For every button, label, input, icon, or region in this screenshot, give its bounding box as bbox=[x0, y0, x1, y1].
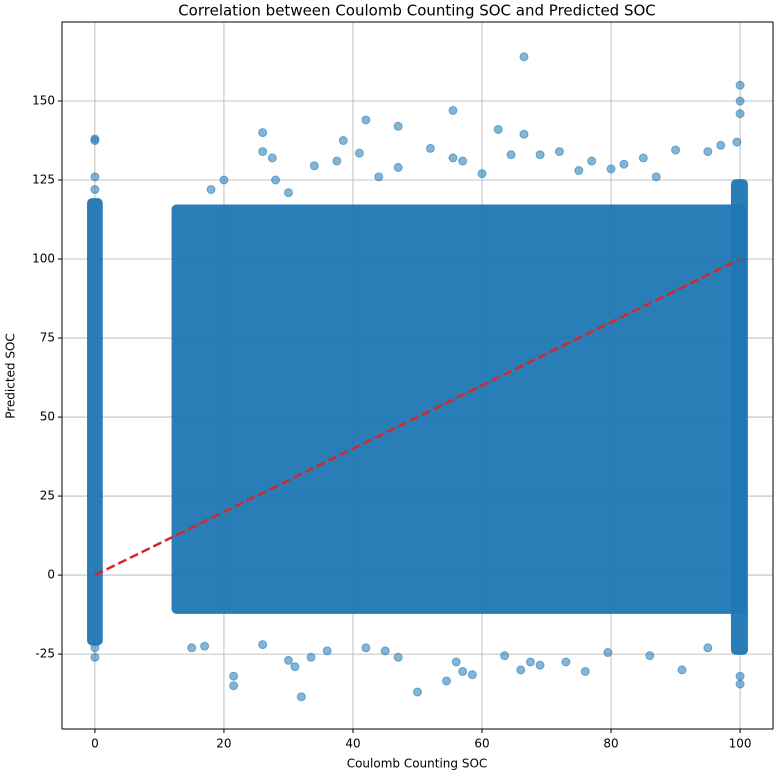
point bbox=[90, 652, 100, 662]
x-tick-label: 100 bbox=[729, 737, 752, 751]
point bbox=[322, 646, 332, 656]
point bbox=[732, 137, 742, 147]
point bbox=[283, 655, 293, 665]
chart-title: Correlation between Coulomb Counting SOC… bbox=[178, 2, 656, 20]
plot-frame bbox=[61, 21, 774, 730]
point bbox=[677, 665, 687, 675]
point bbox=[651, 172, 661, 182]
point bbox=[267, 153, 277, 163]
point bbox=[393, 162, 403, 172]
point-cloud bbox=[730, 179, 748, 655]
point bbox=[735, 80, 745, 90]
point bbox=[535, 660, 545, 670]
y-tick-label: 75 bbox=[40, 331, 55, 345]
point bbox=[290, 662, 300, 672]
point bbox=[296, 692, 306, 702]
point bbox=[90, 172, 100, 182]
point bbox=[477, 169, 487, 179]
point bbox=[525, 657, 535, 667]
point bbox=[703, 147, 713, 157]
y-tick-label: 150 bbox=[32, 94, 55, 108]
point bbox=[519, 52, 529, 62]
y-axis-label: Predicted SOC bbox=[4, 333, 18, 419]
point bbox=[451, 657, 461, 667]
y-tick-label: 50 bbox=[40, 410, 55, 424]
point bbox=[554, 147, 564, 157]
point bbox=[90, 643, 100, 653]
point bbox=[306, 652, 316, 662]
point bbox=[716, 140, 726, 150]
x-tick-label: 0 bbox=[91, 737, 99, 751]
point bbox=[448, 105, 458, 115]
point bbox=[458, 156, 468, 166]
point-cloud bbox=[171, 204, 747, 614]
point bbox=[645, 651, 655, 661]
point bbox=[258, 640, 268, 650]
point bbox=[574, 166, 584, 176]
point bbox=[516, 665, 526, 675]
y-tick-label: 125 bbox=[32, 173, 55, 187]
point bbox=[338, 136, 348, 146]
point bbox=[671, 145, 681, 155]
point bbox=[229, 671, 239, 681]
x-tick-label: 20 bbox=[216, 737, 231, 751]
point bbox=[735, 109, 745, 119]
point bbox=[735, 96, 745, 106]
point bbox=[206, 185, 216, 195]
point bbox=[458, 666, 468, 676]
y-tick-label: 0 bbox=[47, 568, 55, 582]
point bbox=[519, 129, 529, 139]
point bbox=[271, 175, 281, 185]
point bbox=[735, 671, 745, 681]
point bbox=[619, 159, 629, 169]
point bbox=[380, 646, 390, 656]
point bbox=[703, 643, 713, 653]
point bbox=[258, 128, 268, 138]
point bbox=[448, 153, 458, 163]
point bbox=[354, 148, 364, 158]
point bbox=[442, 676, 452, 686]
point bbox=[90, 185, 100, 195]
reference-line bbox=[94, 257, 741, 577]
point bbox=[467, 670, 477, 680]
point bbox=[603, 648, 613, 658]
point bbox=[580, 666, 590, 676]
y-tick-label: 100 bbox=[32, 252, 55, 266]
point bbox=[425, 143, 435, 153]
point bbox=[493, 124, 503, 134]
point bbox=[219, 175, 229, 185]
point bbox=[393, 121, 403, 131]
point bbox=[90, 136, 100, 146]
point bbox=[258, 147, 268, 157]
point bbox=[506, 150, 516, 160]
point bbox=[200, 641, 210, 651]
point bbox=[606, 164, 616, 174]
x-tick-label: 80 bbox=[603, 737, 618, 751]
y-tick-label: 25 bbox=[40, 489, 55, 503]
point bbox=[413, 687, 422, 697]
x-tick-label: 40 bbox=[345, 737, 360, 751]
point-cloud bbox=[87, 198, 103, 646]
point bbox=[361, 643, 371, 653]
point bbox=[332, 156, 342, 166]
point bbox=[309, 161, 319, 171]
point bbox=[361, 115, 371, 125]
x-tick-label: 60 bbox=[474, 737, 489, 751]
point bbox=[561, 657, 571, 667]
point bbox=[638, 153, 648, 163]
point bbox=[735, 679, 745, 689]
point bbox=[587, 156, 597, 166]
x-axis-label: Coulomb Counting SOC bbox=[347, 757, 488, 771]
point bbox=[500, 651, 510, 661]
point bbox=[393, 652, 403, 662]
point bbox=[374, 172, 384, 182]
point bbox=[283, 188, 293, 198]
point bbox=[187, 643, 197, 653]
y-tick-label: -25 bbox=[35, 647, 55, 661]
point bbox=[229, 681, 239, 691]
point bbox=[535, 150, 545, 160]
